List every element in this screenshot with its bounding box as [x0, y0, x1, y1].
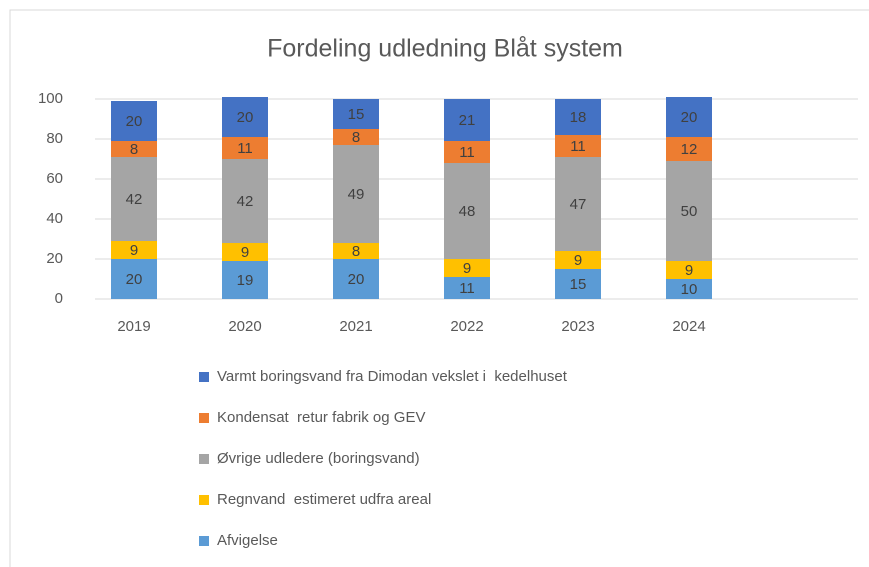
- data-label: 12: [681, 141, 698, 158]
- bar-segment: [444, 277, 490, 299]
- legend-label: Øvrige udledere (boringsvand): [217, 450, 420, 467]
- data-label: 9: [130, 242, 138, 259]
- bar-segment: [333, 259, 379, 299]
- data-label: 21: [459, 112, 476, 129]
- legend-label: Kondensat retur fabrik og GEV: [217, 409, 425, 426]
- data-label: 8: [130, 141, 138, 158]
- data-label: 47: [570, 196, 587, 213]
- data-label: 19: [237, 272, 254, 289]
- data-label: 49: [348, 186, 365, 203]
- data-label: 11: [459, 144, 475, 161]
- bar-segment: [555, 269, 601, 299]
- data-label: 8: [352, 129, 360, 146]
- data-label: 10: [681, 281, 698, 298]
- data-label: 9: [463, 260, 471, 277]
- legend-swatch: [199, 372, 209, 382]
- y-tick-label: 20: [46, 250, 63, 267]
- data-label: 20: [126, 113, 143, 130]
- legend-swatch: [199, 413, 209, 423]
- legend-label: Afvigelse: [217, 532, 278, 549]
- data-label: 42: [126, 191, 143, 208]
- data-label: 20: [681, 109, 698, 126]
- bar-segment: [222, 261, 268, 299]
- y-tick-label: 0: [55, 290, 63, 307]
- y-tick-label: 60: [46, 170, 63, 187]
- data-label: 9: [685, 262, 693, 279]
- bar-segment: [666, 137, 712, 161]
- data-label: 11: [237, 140, 253, 157]
- bar-segment: [333, 129, 379, 145]
- bar-segment: [222, 97, 268, 137]
- y-tick-label: 40: [46, 210, 63, 227]
- bar-segment: [444, 141, 490, 163]
- legend-swatch: [199, 536, 209, 546]
- legend-swatch: [199, 454, 209, 464]
- bar-segment: [555, 251, 601, 269]
- data-label: 11: [570, 138, 586, 155]
- bar-segment: [333, 145, 379, 243]
- bar-segment: [666, 279, 712, 299]
- x-tick-label: 2021: [339, 318, 372, 335]
- bar-segment: [111, 101, 157, 141]
- legend-label: Varmt boringsvand fra Dimodan vekslet i …: [217, 368, 568, 385]
- x-tick-label: 2020: [228, 318, 261, 335]
- data-label: 9: [241, 244, 249, 261]
- data-label: 20: [237, 109, 254, 126]
- bar-segment: [222, 243, 268, 261]
- x-tick-label: 2023: [561, 318, 594, 335]
- bar-segment: [111, 259, 157, 299]
- data-label: 48: [459, 203, 476, 220]
- bar-segment: [111, 157, 157, 241]
- data-label: 15: [348, 106, 365, 123]
- chart-title: Fordeling udledning Blåt system: [267, 35, 623, 63]
- bar-segment: [666, 161, 712, 261]
- bar-segment: [666, 97, 712, 137]
- data-label: 20: [126, 271, 143, 288]
- bar-segment: [222, 159, 268, 243]
- bar-segment: [444, 259, 490, 277]
- data-label: 50: [681, 203, 698, 220]
- bar-segment: [333, 99, 379, 129]
- bar-segment: [222, 137, 268, 159]
- bar-segment: [555, 99, 601, 135]
- data-label: 9: [574, 252, 582, 269]
- x-tick-label: 2022: [450, 318, 483, 335]
- data-label: 20: [348, 271, 365, 288]
- bar-segment: [444, 99, 490, 141]
- data-label: 8: [352, 243, 360, 260]
- bar-segment: [111, 241, 157, 259]
- x-tick-label: 2019: [117, 318, 150, 335]
- data-label: 42: [237, 193, 254, 210]
- legend-swatch: [199, 495, 209, 505]
- bar-segment: [555, 157, 601, 251]
- legend-label: Regnvand estimeret udfra areal: [217, 491, 431, 508]
- y-tick-label: 80: [46, 130, 63, 147]
- x-tick-label: 2024: [672, 318, 705, 335]
- bar-segment: [666, 261, 712, 279]
- data-label: 15: [570, 276, 587, 293]
- data-label: 11: [459, 280, 475, 297]
- bar-segment: [333, 243, 379, 259]
- data-label: 18: [570, 109, 587, 126]
- chart-border: [9, 9, 869, 567]
- bar-segment: [111, 141, 157, 157]
- bar-segment: [555, 135, 601, 157]
- y-tick-label: 100: [38, 90, 63, 107]
- bar-segment: [444, 163, 490, 259]
